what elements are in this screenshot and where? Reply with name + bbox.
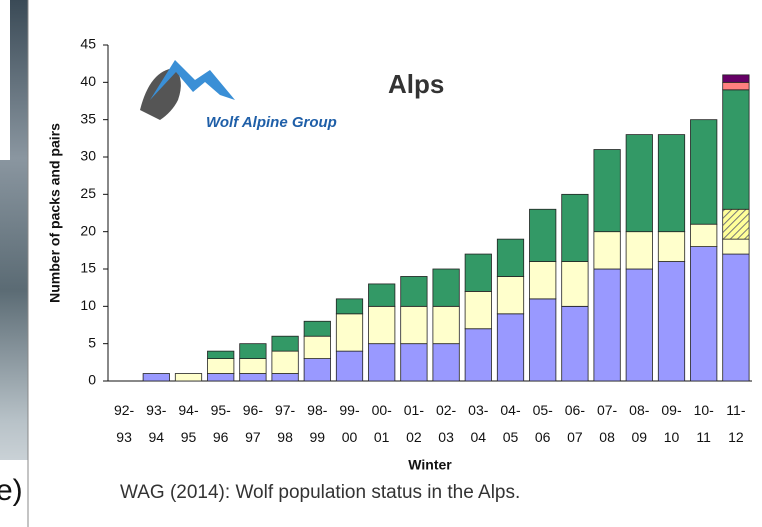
y-tick-label: 30 <box>80 148 96 164</box>
x-tick-label: 93- 94 <box>144 397 168 451</box>
bar-segment <box>465 329 491 381</box>
x-tick-label: 09- 10 <box>660 397 684 451</box>
bar-segment <box>368 284 394 306</box>
bar-segment <box>562 306 588 381</box>
bar-segment <box>723 209 749 239</box>
x-tick-label: 07- 08 <box>595 397 619 451</box>
x-tick-label: 98- 99 <box>305 397 329 451</box>
y-tick-label: 45 <box>80 36 96 52</box>
bar-segment <box>723 90 749 209</box>
y-axis-label: Number of packs and pairs <box>47 123 63 303</box>
bar-segment <box>594 232 620 269</box>
bar-segment <box>529 299 555 381</box>
y-tick-label: 0 <box>88 372 96 388</box>
bar-segment <box>723 254 749 381</box>
bar-segment <box>336 314 362 351</box>
bar-segment <box>143 374 169 381</box>
bar-segment <box>433 306 459 343</box>
x-tick-label: 92- 93 <box>112 397 136 451</box>
bar-segment <box>690 120 716 225</box>
y-tick-label: 20 <box>80 222 96 238</box>
bar-segment <box>401 276 427 306</box>
bar-segment <box>240 344 266 359</box>
bar-segment <box>690 224 716 246</box>
bar-segment <box>529 262 555 299</box>
x-tick-label: 96- 97 <box>241 397 265 451</box>
x-tick-label: 05- 06 <box>531 397 555 451</box>
y-tick-label: 10 <box>80 297 96 313</box>
bar-segment <box>594 269 620 381</box>
bar-segment <box>690 247 716 381</box>
bar-segment <box>658 232 684 262</box>
caption: WAG (2014): Wolf population status in th… <box>120 482 520 503</box>
x-tick-label: 00- 01 <box>370 397 394 451</box>
x-tick-label: 95- 96 <box>209 397 233 451</box>
bar-segment <box>272 374 298 381</box>
bar-segment <box>175 374 201 381</box>
bar-segment <box>368 306 394 343</box>
page: {"side_text": "e)", "caption": "WAG (201… <box>0 0 762 527</box>
bar-segment <box>304 359 330 381</box>
bar-segment <box>497 276 523 313</box>
x-tick-label: 01- 02 <box>402 397 426 451</box>
y-tick-label: 5 <box>88 334 96 350</box>
bar-segment <box>272 336 298 351</box>
bar-segment <box>723 82 749 89</box>
x-tick-label: 97- 98 <box>273 397 297 451</box>
x-tick-label: 10- 11 <box>692 397 716 451</box>
bar-segment <box>240 359 266 374</box>
x-tick-label: 94- 95 <box>177 397 201 451</box>
bar-segment <box>723 239 749 254</box>
bar-segment <box>594 150 620 232</box>
logo-wolf <box>140 68 181 120</box>
bar-segment <box>497 314 523 381</box>
bar-segment <box>626 269 652 381</box>
x-tick-label: 04- 05 <box>499 397 523 451</box>
chart-title: Alps <box>388 69 444 99</box>
y-tick-label: 15 <box>80 260 96 276</box>
y-tick-label: 35 <box>80 110 96 126</box>
bar-segment <box>401 306 427 343</box>
side-text: e) <box>0 474 23 507</box>
bar-segment <box>401 344 427 381</box>
bar-segment <box>658 135 684 232</box>
bar-segment <box>207 359 233 374</box>
bar-segment <box>272 351 298 373</box>
bar-segment <box>626 232 652 269</box>
bar-segment <box>368 344 394 381</box>
bar-segment <box>433 344 459 381</box>
x-axis-label: Winter <box>408 457 452 473</box>
photo-frame <box>0 0 10 160</box>
y-tick-label: 25 <box>80 185 96 201</box>
bar-segment <box>723 75 749 82</box>
logo: Wolf Alpine Group <box>140 60 337 131</box>
bar-segment <box>207 351 233 358</box>
x-tick-label: 06- 07 <box>563 397 587 451</box>
bar-segment <box>562 262 588 307</box>
bar-segment <box>562 194 588 261</box>
x-tick-label: 11- 12 <box>724 397 748 451</box>
bar-segment <box>626 135 652 232</box>
bar-segment <box>207 374 233 381</box>
bar-segment <box>304 336 330 358</box>
x-tick-label: 08- 09 <box>627 397 651 451</box>
bar-segment <box>465 254 491 291</box>
bar-segment <box>433 269 459 306</box>
bar-segment <box>336 299 362 314</box>
bar-segment <box>240 374 266 381</box>
x-tick-label: 02- 03 <box>434 397 458 451</box>
bar-segment <box>304 321 330 336</box>
logo-text: Wolf Alpine Group <box>206 114 337 131</box>
bar-segment <box>529 209 555 261</box>
bar-segment <box>465 291 491 328</box>
bar-segment <box>497 239 523 276</box>
bar-segment <box>336 351 362 381</box>
bar-segment <box>658 262 684 381</box>
x-tick-label: 99- 00 <box>338 397 362 451</box>
y-tick-label: 40 <box>80 73 96 89</box>
x-tick-label: 03- 04 <box>466 397 490 451</box>
